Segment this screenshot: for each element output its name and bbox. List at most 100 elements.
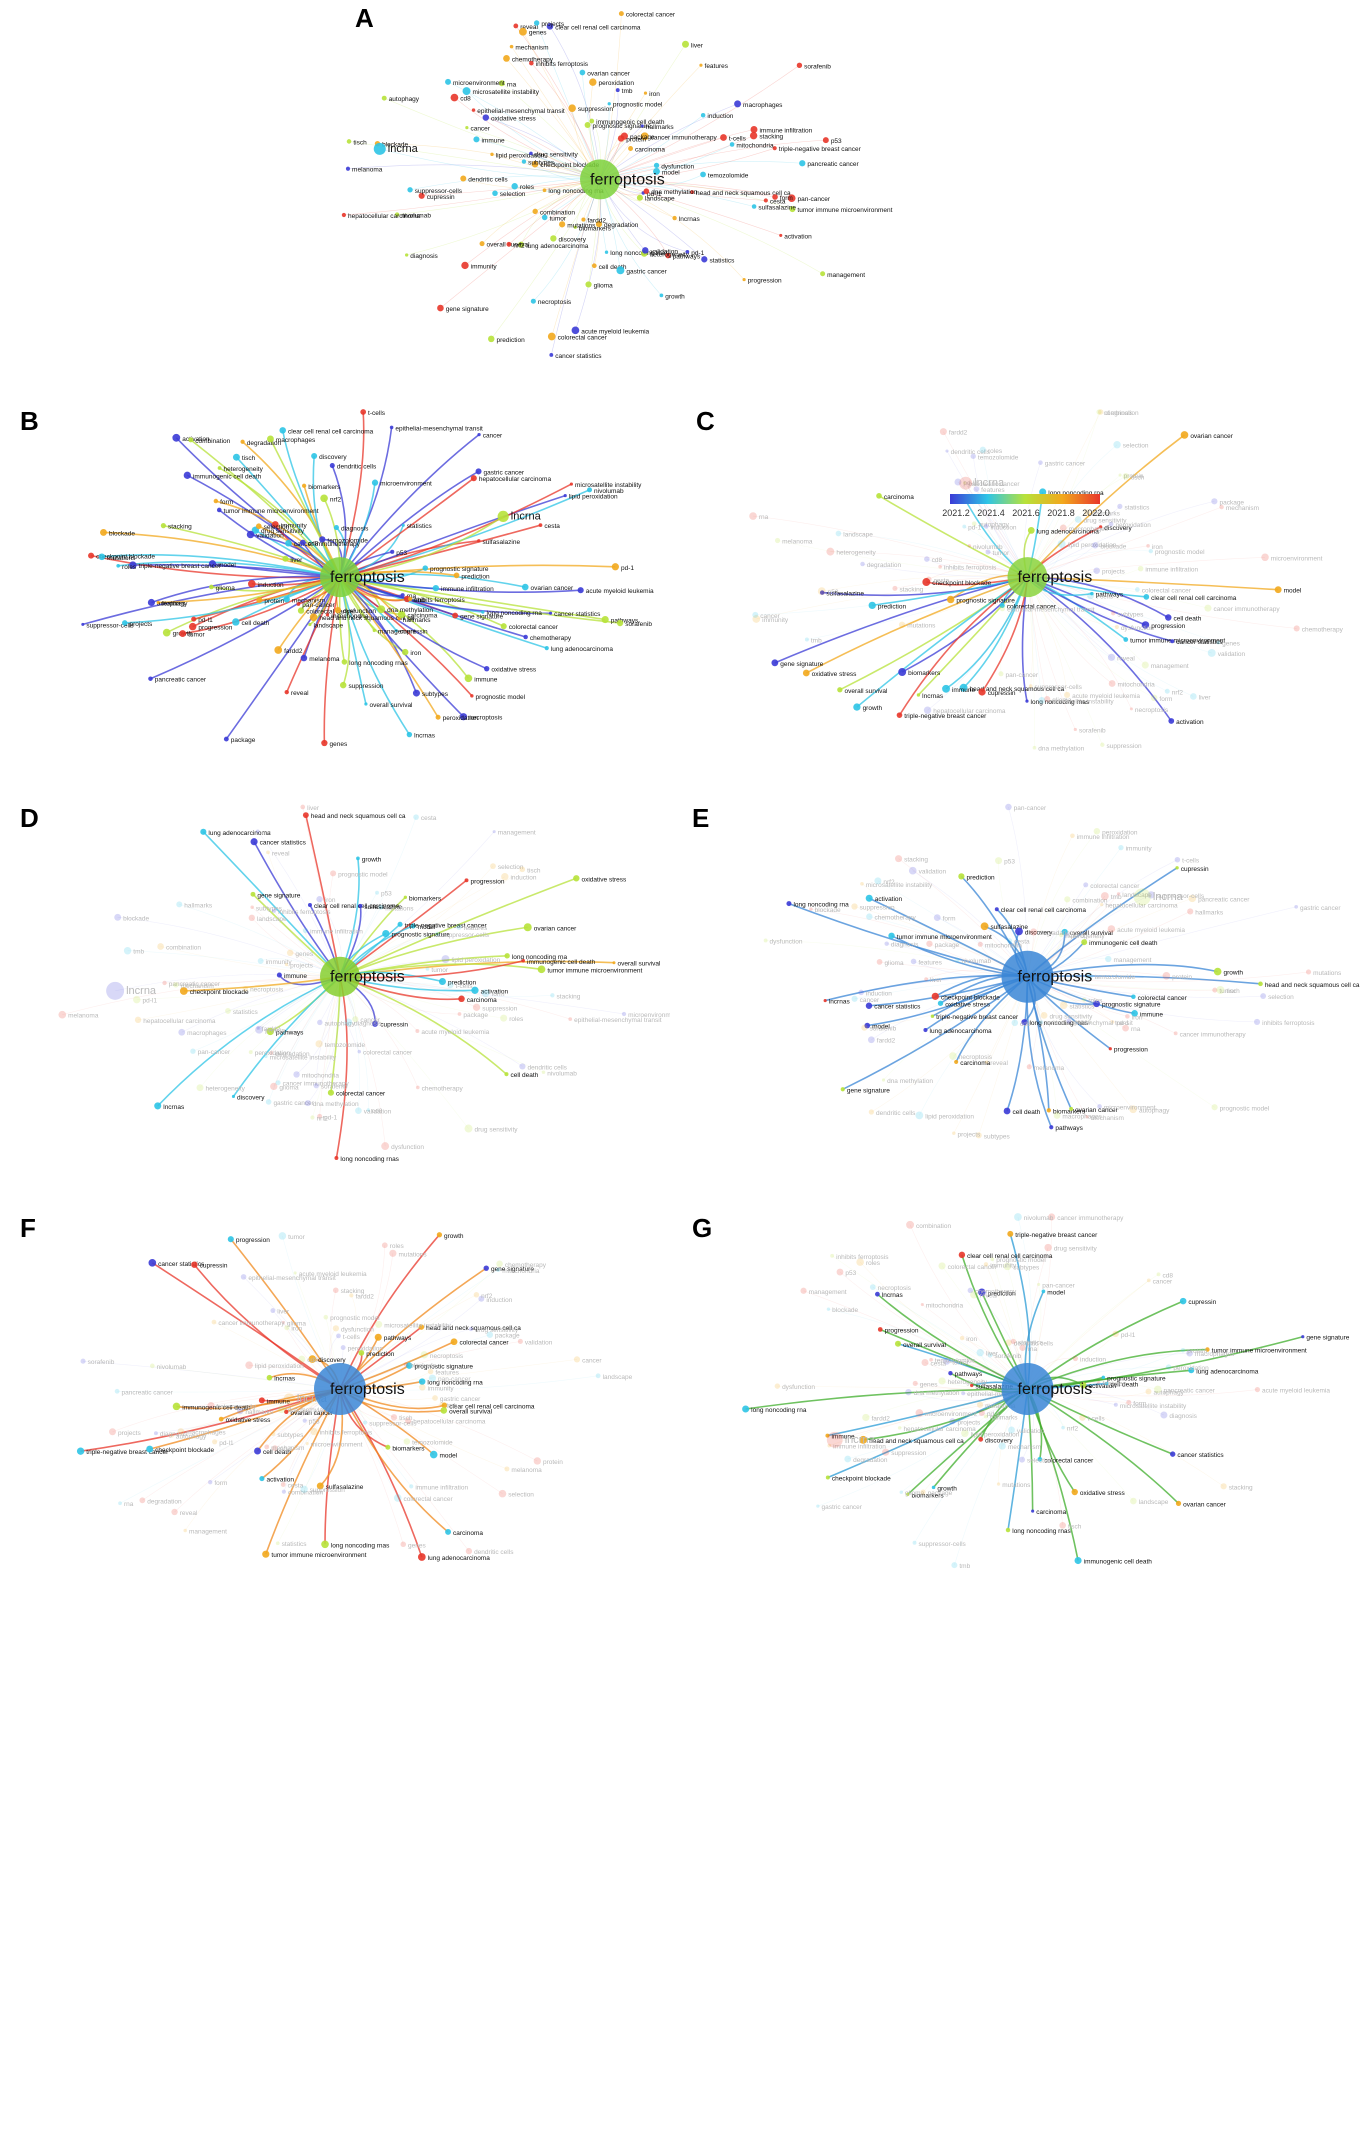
node-dna-methylation — [1032, 745, 1037, 750]
label-sulfasalazine: sulfasalazine — [975, 1383, 1013, 1390]
node-necroptosis — [949, 1052, 957, 1060]
edge — [765, 940, 1028, 977]
edge — [1027, 576, 1173, 642]
label-acute-myeloid-leukemia: acute myeloid leukemia — [1072, 693, 1140, 700]
node-induction — [700, 112, 706, 118]
node-cancer-statistics — [1169, 1451, 1176, 1457]
label-dysfunction: dysfunction — [391, 1144, 424, 1151]
node-p53 — [390, 549, 395, 554]
label-immune: immune — [952, 687, 976, 694]
label-p53: p53 — [309, 1419, 320, 1426]
node-ferroptosis — [1001, 1363, 1054, 1415]
node-mutations — [996, 1482, 1001, 1486]
node-autophagy — [317, 1019, 323, 1026]
edge — [522, 31, 601, 180]
label-statistics: statistics — [1070, 1003, 1096, 1010]
node-microsatellite-instability — [1113, 1402, 1118, 1407]
label-hallmarks: hallmarks — [184, 902, 213, 909]
label-statistics: statistics — [709, 257, 735, 264]
edge — [339, 976, 504, 1019]
label-lung-adenocarcinoma: lung adenocarcinoma — [208, 830, 271, 837]
label-immune: immune — [1140, 1011, 1164, 1018]
edge — [138, 976, 341, 1021]
label-nivolumab: nivolumab — [1024, 1215, 1054, 1222]
label-hallmarks: hallmarks — [245, 1409, 274, 1416]
node-induction — [501, 873, 509, 881]
node-temozolomide — [929, 1357, 933, 1362]
node-temozolomide — [970, 453, 976, 459]
label-prognostic-model: prognostic model — [330, 1315, 380, 1322]
label-immunity: immunity — [281, 522, 308, 529]
label-nrf2: nrf2 — [317, 1116, 329, 1123]
edge — [339, 576, 581, 594]
label-t-cells: t-cells — [456, 983, 474, 990]
panel-f: long noncoding rnas clear cell renal cell… — [10, 1205, 670, 1605]
node-long-noncoding-rnas — [1005, 1527, 1011, 1533]
node-mechanism — [283, 596, 290, 603]
edge — [323, 576, 341, 744]
label-features: features — [162, 601, 186, 608]
label-dendritic-cells: dendritic cells — [468, 177, 508, 184]
edge — [115, 973, 341, 992]
node-carcinoma — [445, 1528, 452, 1535]
node-cell-death — [591, 263, 597, 269]
label-suppression: suppression — [482, 1005, 517, 1012]
label-acute-myeloid-leukemia: acute myeloid leukemia — [1117, 927, 1185, 934]
label-cancer-statistics: cancer statistics — [1177, 1452, 1224, 1459]
node-diagnosis — [884, 941, 889, 946]
node-long-noncoding-rnas — [341, 659, 348, 665]
node-projects — [122, 620, 128, 626]
node-nivolumab — [955, 957, 960, 963]
node-tisch — [1122, 473, 1130, 480]
node-blockade — [114, 913, 122, 921]
label-pd-1: pd-1 — [691, 250, 704, 257]
node-package — [223, 736, 229, 742]
label-colorectal-cancer: colorectal cancer — [306, 609, 356, 616]
node-dna-methylation — [277, 1405, 286, 1414]
node-inhibits-ferroptosis — [529, 60, 534, 66]
label-prognostic-signature: prognostic signature — [956, 597, 1015, 604]
node-ferroptosis — [320, 557, 360, 598]
label-inhibits-ferroptosis: inhibits ferroptosis — [278, 909, 331, 916]
label-model: model — [1284, 588, 1302, 595]
node-mitochondria — [920, 1302, 924, 1307]
label-activation: activation — [182, 436, 210, 443]
edge — [1027, 501, 1215, 578]
node-model — [1274, 586, 1282, 594]
label-head-and-neck-squamous-cell-ca: head and neck squamous cell ca — [426, 1325, 521, 1332]
label-peroxidation: peroxidation — [1102, 829, 1138, 836]
node-immunogenic-cell-death — [521, 959, 526, 963]
label-cd8: cd8 — [932, 557, 943, 564]
node-dysfunction — [332, 1325, 340, 1332]
node-heterogeneity — [826, 547, 835, 556]
node-suppression — [472, 1003, 481, 1011]
label-cesta: cesta — [544, 523, 560, 530]
label-cupressin: cupressin — [1188, 1299, 1216, 1306]
label-tmb: tmb — [414, 597, 425, 604]
label-gastric-cancer: gastric cancer — [1045, 461, 1086, 468]
label-autophagy: autophagy — [157, 600, 188, 607]
edge — [827, 1388, 1028, 1437]
node-prognostic-signature — [382, 929, 390, 938]
label-gene-signature: gene signature — [460, 614, 503, 621]
node-lipid-peroxidation — [441, 955, 450, 964]
node-mitochondria — [729, 142, 735, 147]
label-necroptosis: necroptosis — [430, 1353, 464, 1360]
label-glioma: glioma — [884, 960, 904, 967]
node-dysfunction — [763, 938, 768, 943]
edge — [599, 179, 776, 198]
label-cancer-immunotherapy: cancer immunotherapy — [651, 134, 718, 141]
label-model: model — [662, 169, 680, 176]
label-mutations: mutations — [107, 555, 136, 562]
label-statistics: statistics — [407, 523, 433, 530]
label-oxidative-stress: oxidative stress — [491, 667, 537, 674]
edge — [1027, 963, 1218, 978]
edge — [599, 179, 745, 280]
label-p53: p53 — [381, 891, 392, 898]
node-microenvironment — [915, 1409, 924, 1417]
edge — [491, 179, 601, 340]
node-genes — [321, 739, 328, 747]
label-gastric-cancer: gastric cancer — [484, 469, 525, 476]
edge — [1027, 576, 1297, 629]
